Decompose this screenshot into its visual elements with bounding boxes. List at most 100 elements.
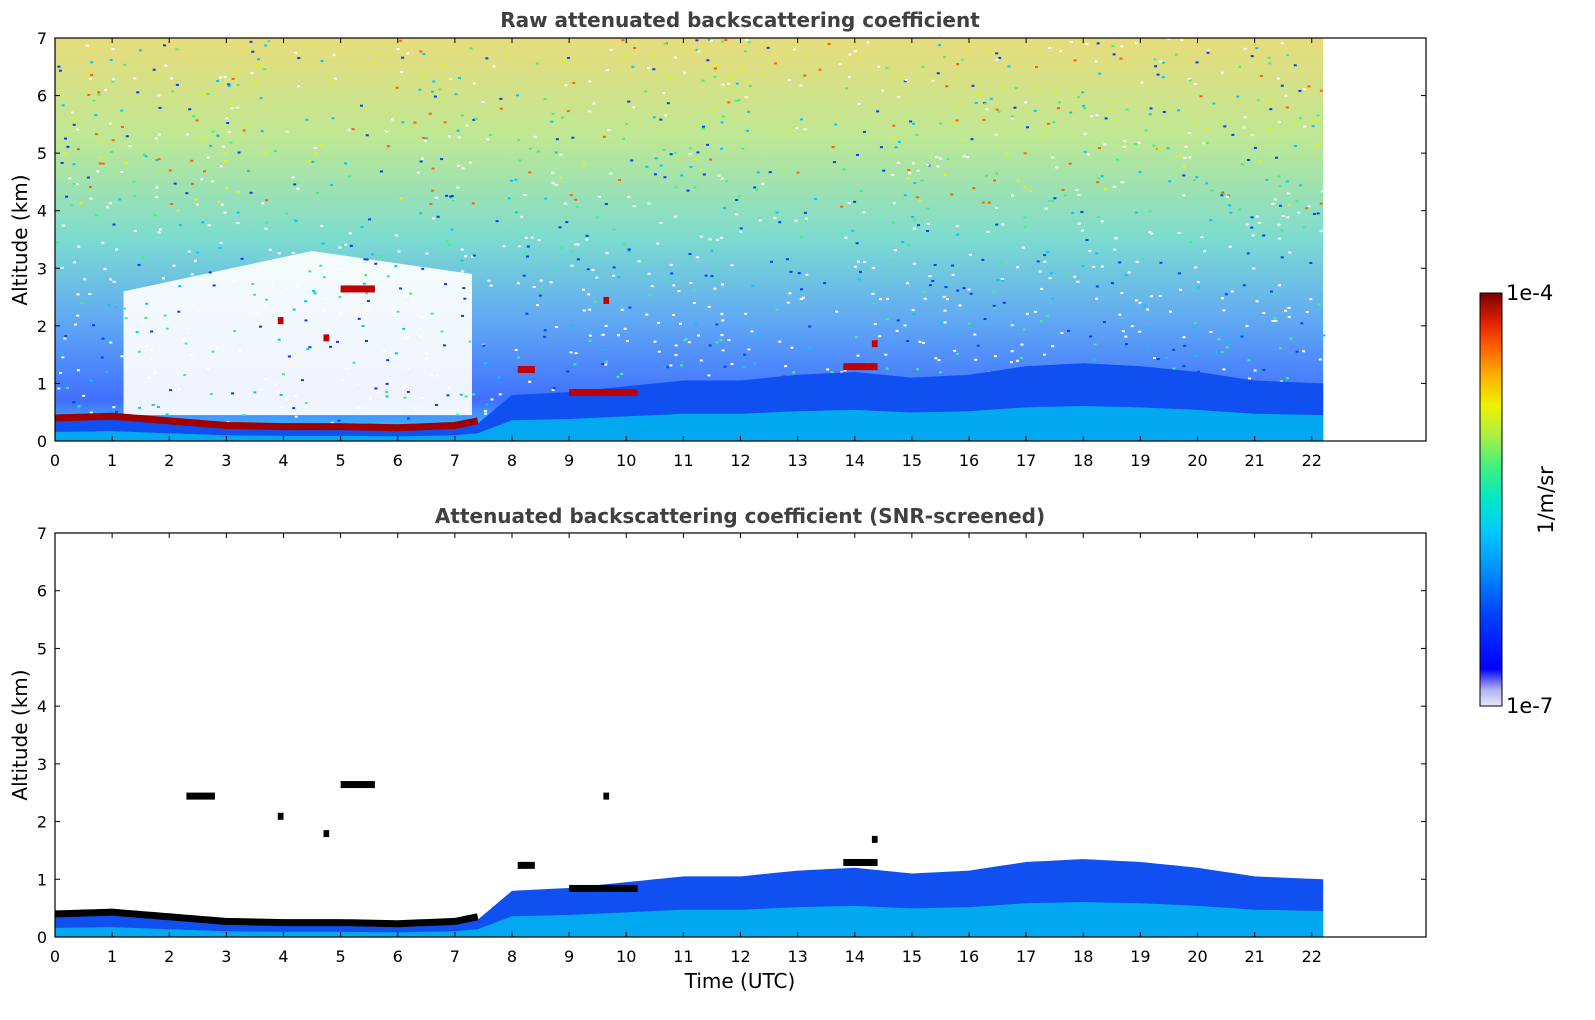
raw-speckle <box>101 241 105 244</box>
raw-speckle <box>1090 115 1094 118</box>
raw-speckle <box>995 108 999 111</box>
raw-speckle <box>525 312 529 315</box>
raw-speckle <box>982 118 986 121</box>
raw-speckle <box>329 345 333 348</box>
raw-speckle <box>1240 163 1244 166</box>
raw-speckle <box>665 366 669 369</box>
raw-speckle <box>799 288 803 291</box>
raw-speckle <box>1182 365 1186 368</box>
raw-speckle <box>585 234 589 237</box>
raw-speckle <box>190 182 194 185</box>
raw-speckle <box>544 197 548 200</box>
raw-speckle <box>906 340 910 343</box>
raw-speckle <box>717 174 721 177</box>
raw-speckle <box>1279 380 1283 383</box>
raw-speckle <box>555 138 559 141</box>
raw-speckle <box>934 357 938 360</box>
raw-speckle <box>340 378 344 381</box>
raw-speckle <box>165 327 169 330</box>
raw-speckle <box>379 170 383 173</box>
raw-speckle <box>153 214 157 217</box>
raw-speckle <box>566 110 570 113</box>
raw-speckle <box>1086 153 1090 156</box>
raw-speckle <box>951 121 955 124</box>
raw-speckle <box>86 176 90 179</box>
raw-speckle <box>1118 313 1122 316</box>
raw-speckle <box>627 248 631 251</box>
raw-speckle <box>551 389 555 392</box>
raw-speckle <box>662 149 666 152</box>
raw-speckle <box>987 201 991 204</box>
raw-speckle <box>739 230 743 233</box>
raw-speckle <box>330 183 334 186</box>
y-tick-label: 6 <box>37 87 47 106</box>
raw-speckle <box>1278 204 1282 207</box>
raw-speckle <box>1138 171 1142 174</box>
raw-speckle <box>1134 42 1138 45</box>
raw-speckle <box>1124 343 1128 346</box>
raw-speckle <box>406 390 410 393</box>
raw-speckle <box>983 318 987 321</box>
raw-speckle <box>746 110 750 113</box>
raw-speckle <box>683 339 687 342</box>
raw-speckle <box>871 267 875 270</box>
raw-speckle <box>108 202 112 205</box>
raw-speckle <box>1149 107 1153 110</box>
raw-speckle <box>696 151 700 154</box>
raw-speckle <box>921 65 925 68</box>
raw-speckle <box>838 62 842 65</box>
raw-speckle <box>169 389 173 392</box>
raw-speckle <box>385 395 389 398</box>
x-tick-label: 0 <box>50 451 60 470</box>
raw-speckle <box>1228 204 1232 207</box>
raw-speckle <box>1120 292 1124 295</box>
raw-speckle <box>1174 53 1178 56</box>
raw-speckle <box>425 357 429 360</box>
raw-speckle <box>468 340 472 343</box>
raw-speckle <box>463 409 467 412</box>
raw-speckle <box>206 367 210 370</box>
raw-speckle <box>486 138 490 141</box>
raw-speckle <box>1307 85 1311 88</box>
raw-speckle <box>1044 130 1048 133</box>
raw-speckle <box>1101 265 1105 268</box>
raw-speckle <box>682 71 686 74</box>
raw-speckle <box>727 82 731 85</box>
raw-speckle <box>425 252 429 255</box>
raw-speckle <box>230 107 234 110</box>
raw-speckle <box>1016 266 1020 269</box>
raw-speckle <box>707 38 711 41</box>
raw-speckle <box>276 391 280 394</box>
raw-speckle <box>1187 132 1191 135</box>
raw-speckle <box>855 153 859 156</box>
raw-speckle <box>195 119 199 122</box>
raw-speckle <box>1192 179 1196 182</box>
raw-speckle <box>497 376 501 379</box>
raw-speckle <box>516 94 520 97</box>
raw-speckle <box>382 350 386 353</box>
raw-speckle <box>753 186 757 189</box>
raw-speckle <box>403 396 407 399</box>
raw-speckle <box>391 273 395 276</box>
raw-speckle <box>936 72 940 75</box>
raw-speckle <box>722 207 726 210</box>
raw-speckle <box>1238 65 1242 68</box>
raw-speckle <box>892 202 896 205</box>
raw-speckle <box>669 364 673 367</box>
raw-speckle <box>320 60 324 63</box>
raw-speckle <box>719 236 723 239</box>
x-tick-label: 21 <box>1244 947 1264 966</box>
raw-speckle <box>87 93 91 96</box>
raw-speckle <box>1250 55 1254 58</box>
raw-speckle <box>790 346 794 349</box>
raw-speckle <box>908 172 912 175</box>
raw-speckle <box>721 83 725 86</box>
raw-speckle <box>236 190 240 193</box>
raw-speckle <box>1180 39 1184 42</box>
raw-speckle <box>242 129 246 132</box>
raw-speckle <box>876 110 880 113</box>
raw-speckle <box>873 323 877 326</box>
raw-speckle <box>404 284 408 287</box>
raw-speckle <box>418 327 422 330</box>
raw-speckle <box>576 243 580 246</box>
